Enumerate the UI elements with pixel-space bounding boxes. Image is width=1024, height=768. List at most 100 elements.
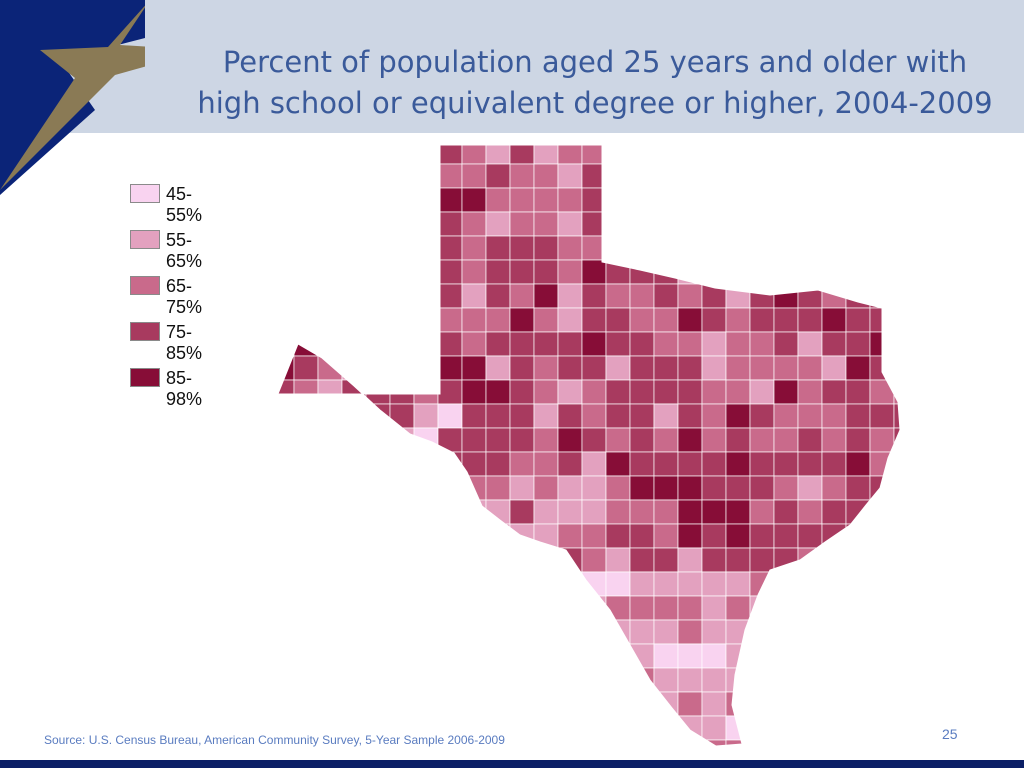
county-region [389, 403, 415, 429]
county-region [557, 499, 583, 525]
county-region [605, 451, 631, 477]
county-region [341, 355, 367, 381]
county-region [437, 355, 463, 381]
county-region [278, 523, 295, 549]
county-region [341, 235, 367, 261]
county-region [701, 163, 727, 189]
county-region [389, 619, 415, 645]
county-region [317, 595, 343, 621]
county-region [317, 331, 343, 357]
county-region [677, 475, 703, 501]
county-region [893, 355, 900, 381]
county-region [341, 379, 367, 405]
county-region [485, 331, 511, 357]
county-region [701, 667, 727, 693]
county-region [821, 331, 847, 357]
county-region [413, 523, 439, 549]
county-region [581, 595, 607, 621]
county-region [749, 403, 775, 429]
county-region [893, 619, 900, 645]
county-region [821, 307, 847, 333]
county-region [293, 691, 319, 717]
county-region [629, 427, 655, 453]
county-region [293, 379, 319, 405]
county-region [653, 331, 679, 357]
county-region [701, 355, 727, 381]
county-region [278, 235, 295, 261]
county-region [749, 331, 775, 357]
county-region [821, 475, 847, 501]
county-region [437, 259, 463, 285]
county-region [773, 427, 799, 453]
county-region [413, 475, 439, 501]
county-region [653, 235, 679, 261]
county-region [869, 451, 895, 477]
county-region [581, 547, 607, 573]
county-region [605, 523, 631, 549]
county-region [509, 379, 535, 405]
county-region [461, 331, 487, 357]
county-region [485, 691, 511, 717]
county-region [725, 355, 751, 381]
county-region [749, 475, 775, 501]
county-region [437, 187, 463, 213]
county-region [533, 451, 559, 477]
county-region [557, 403, 583, 429]
county-region [533, 307, 559, 333]
county-region [293, 643, 319, 669]
county-region [701, 379, 727, 405]
county-region [293, 259, 319, 285]
county-region [509, 691, 535, 717]
county-region [701, 619, 727, 645]
county-region [821, 547, 847, 573]
county-region [605, 355, 631, 381]
corner-logo [0, 0, 145, 195]
county-region [461, 691, 487, 717]
county-region [317, 475, 343, 501]
county-region [509, 595, 535, 621]
county-region [677, 619, 703, 645]
county-region [365, 667, 391, 693]
county-region [725, 403, 751, 429]
county-region [629, 643, 655, 669]
county-region [893, 643, 900, 669]
county-region [485, 643, 511, 669]
county-region [509, 283, 535, 309]
county-region [509, 355, 535, 381]
county-region [533, 739, 559, 746]
county-region [509, 619, 535, 645]
county-region [749, 523, 775, 549]
county-region [797, 235, 823, 261]
county-region [653, 595, 679, 621]
county-region [725, 211, 751, 237]
county-region [893, 307, 900, 333]
county-region [317, 691, 343, 717]
county-region [701, 715, 727, 741]
county-region [509, 307, 535, 333]
county-region [893, 163, 900, 189]
county-region [845, 187, 871, 213]
county-region [605, 379, 631, 405]
county-region [365, 163, 391, 189]
county-region [845, 355, 871, 381]
county-region [821, 667, 847, 693]
county-region [461, 379, 487, 405]
county-region [413, 643, 439, 669]
county-region [557, 235, 583, 261]
county-region [773, 643, 799, 669]
county-region [389, 499, 415, 525]
county-region [653, 499, 679, 525]
county-region [629, 211, 655, 237]
county-region [317, 163, 343, 189]
county-region [653, 547, 679, 573]
county-region [725, 451, 751, 477]
county-region [749, 451, 775, 477]
county-region [461, 145, 487, 165]
county-region [869, 619, 895, 645]
county-region [365, 355, 391, 381]
county-region [293, 187, 319, 213]
county-region [845, 619, 871, 645]
county-region [413, 283, 439, 309]
county-region [317, 187, 343, 213]
county-region [605, 643, 631, 669]
